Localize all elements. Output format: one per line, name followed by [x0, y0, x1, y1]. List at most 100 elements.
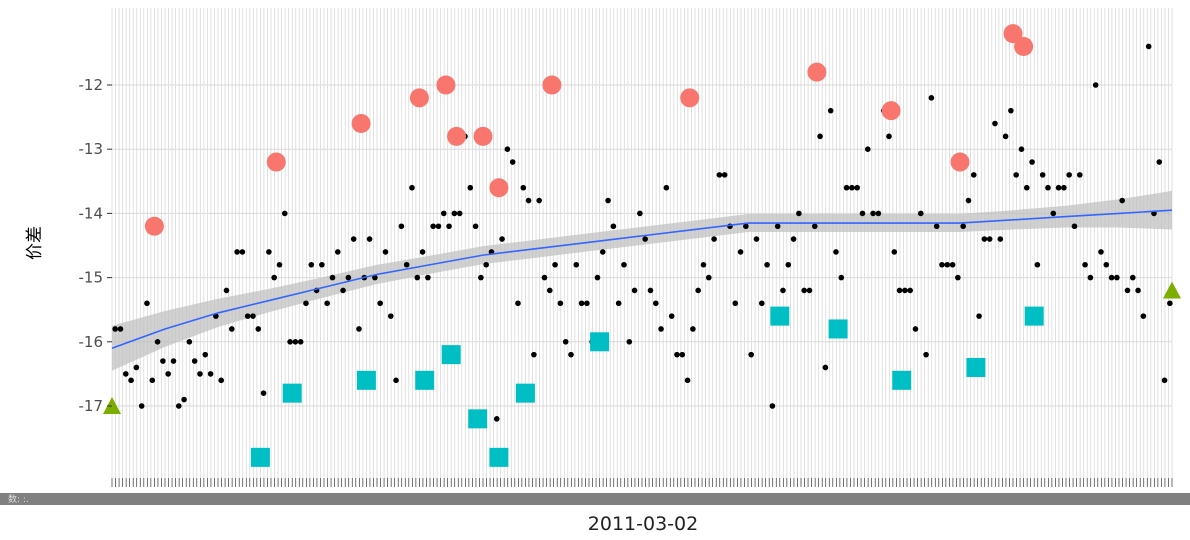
- data-point: [1156, 159, 1163, 165]
- data-point: [785, 261, 792, 268]
- data-point: [652, 300, 659, 307]
- data-point: [1045, 184, 1051, 191]
- data-point: [478, 274, 484, 281]
- x-axis-date-label: 2011-03-02: [588, 513, 698, 535]
- data-point: [1029, 159, 1035, 165]
- data-point: [944, 261, 951, 268]
- data-point: [796, 210, 802, 217]
- data-point: [175, 403, 182, 409]
- data-point: [695, 287, 701, 294]
- data-point: [260, 390, 267, 396]
- y-axis-ticks: -12 -13 -14 -15 -16 -17: [79, 76, 112, 415]
- data-point: [499, 236, 505, 242]
- data-point: [1008, 107, 1014, 114]
- data-point: [711, 236, 717, 242]
- bottom-scroll-bar[interactable]: [0, 493, 1190, 505]
- data-point: [133, 364, 140, 371]
- high-outlier-point: [1003, 24, 1023, 44]
- data-point: [753, 236, 760, 242]
- data-point: [849, 184, 855, 191]
- data-point: [297, 339, 304, 345]
- low-outlier-point: [770, 306, 790, 326]
- data-point: [202, 351, 209, 358]
- data-point: [758, 300, 765, 307]
- data-point: [594, 274, 601, 281]
- data-point: [965, 197, 972, 204]
- data-point: [419, 249, 426, 255]
- y-axis-title: 价差: [25, 226, 45, 260]
- data-point: [271, 274, 277, 281]
- data-point: [117, 326, 124, 332]
- high-outlier-point: [409, 88, 429, 108]
- low-outlier-point: [282, 383, 302, 403]
- low-outlier-point: [515, 383, 535, 403]
- data-point: [955, 274, 961, 281]
- data-point: [128, 377, 134, 384]
- data-point: [986, 236, 993, 242]
- data-point: [1103, 261, 1110, 268]
- data-point: [244, 313, 251, 319]
- data-point: [679, 351, 686, 358]
- y-tick-label: -16: [79, 333, 104, 351]
- data-point: [1124, 287, 1131, 294]
- data-point: [287, 339, 293, 345]
- data-point: [398, 223, 405, 230]
- data-point: [536, 197, 542, 204]
- data-point: [165, 371, 171, 377]
- low-outlier-point: [828, 319, 848, 339]
- y-tick-label: -15: [79, 269, 104, 287]
- data-point: [1082, 261, 1088, 268]
- low-outlier-point: [966, 357, 986, 377]
- data-point: [425, 274, 431, 281]
- data-point: [637, 210, 643, 217]
- data-point: [446, 223, 452, 230]
- data-point: [1119, 197, 1125, 204]
- data-point: [843, 184, 850, 191]
- data-point: [674, 351, 680, 358]
- data-point: [949, 261, 956, 268]
- data-point: [721, 172, 728, 178]
- data-point: [467, 184, 474, 191]
- low-outlier-point: [441, 345, 461, 365]
- data-point: [276, 261, 283, 268]
- data-point: [207, 371, 214, 377]
- data-point: [1145, 43, 1152, 50]
- data-point: [631, 287, 638, 294]
- confidence-band-area: [112, 190, 1172, 371]
- data-point: [668, 313, 675, 319]
- data-point: [414, 274, 421, 281]
- data-point: [334, 249, 341, 255]
- x-axis-ticks: [111, 478, 1173, 487]
- data-point: [122, 371, 129, 377]
- data-point: [377, 300, 383, 307]
- data-point: [1129, 274, 1136, 281]
- data-point: [801, 287, 807, 294]
- data-point: [833, 249, 839, 255]
- data-point: [144, 300, 150, 307]
- data-point: [1002, 133, 1009, 140]
- data-point: [642, 236, 648, 242]
- data-point: [181, 396, 187, 403]
- high-outlier-point: [351, 114, 371, 134]
- data-point: [923, 351, 929, 358]
- high-outlier-point: [881, 101, 901, 121]
- data-point: [610, 223, 617, 230]
- data-point: [160, 358, 166, 364]
- data-point: [822, 364, 829, 371]
- data-point: [933, 223, 940, 230]
- data-point: [976, 313, 982, 319]
- y-tick-label: -13: [79, 140, 104, 158]
- data-point: [748, 351, 754, 358]
- smooth-line: [111, 209, 1173, 349]
- data-point: [764, 261, 770, 268]
- data-point: [329, 274, 336, 281]
- data-point: [743, 223, 749, 230]
- data-point: [573, 261, 580, 268]
- data-point: [621, 261, 627, 268]
- data-point: [997, 236, 1004, 242]
- data-point: [780, 287, 786, 294]
- low-outlier-point: [590, 332, 610, 352]
- data-point: [1167, 300, 1173, 307]
- data-point: [451, 210, 458, 217]
